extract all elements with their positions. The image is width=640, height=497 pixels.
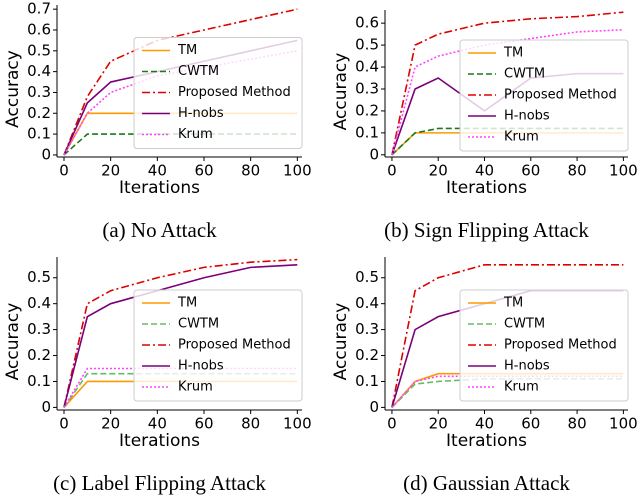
y-tick-label: 0.6 [27, 20, 51, 38]
legend-label: H-nobs [178, 359, 224, 374]
x-tick-label: 20 [101, 162, 120, 180]
legend-label: H-nobs [504, 359, 550, 374]
x-tick-label: 80 [241, 162, 260, 180]
x-tick-label: 100 [283, 415, 312, 433]
y-tick-label: 0.3 [355, 79, 379, 97]
y-tick-label: 0.2 [27, 104, 51, 122]
y-tick-label: 0.1 [355, 372, 379, 390]
y-tick-label: 0 [369, 398, 379, 416]
caption: (c) Label Flipping Attack [53, 471, 266, 495]
y-tick-label: 0.4 [27, 294, 51, 312]
y-tick-label: 0 [41, 398, 51, 416]
x-tick-label: 60 [521, 415, 540, 433]
x-tick-label: 0 [387, 415, 397, 433]
y-tick-label: 0.1 [355, 123, 379, 141]
x-tick-label: 40 [148, 415, 167, 433]
y-tick-label: 0.2 [27, 346, 51, 364]
x-tick-label: 40 [475, 415, 494, 433]
legend-box [459, 289, 629, 402]
y-tick-label: 0.3 [355, 320, 379, 338]
legend-label: H-nobs [178, 106, 224, 121]
y-tick-label: 0.5 [355, 36, 379, 54]
legend-box [133, 289, 303, 402]
y-tick-label: 0.3 [27, 83, 51, 101]
caption: (d) Gaussian Attack [403, 471, 570, 495]
legend-label: Krum [504, 380, 539, 395]
x-tick-label: 60 [194, 162, 213, 180]
legend-label: CWTM [504, 67, 545, 82]
y-tick-label: 0.2 [355, 346, 379, 364]
x-tick-label: 0 [59, 162, 69, 180]
y-axis-label: Accuracy [331, 53, 351, 131]
legend-label: Proposed Method [178, 85, 291, 100]
y-axis-label: Accuracy [3, 303, 23, 381]
legend-label: Krum [178, 380, 213, 395]
y-tick-label: 0.6 [355, 14, 379, 32]
x-tick-label: 40 [148, 162, 167, 180]
legend-label: Proposed Method [178, 338, 291, 353]
x-tick-label: 0 [59, 415, 69, 433]
y-tick-label: 0.4 [355, 294, 379, 312]
x-tick-label: 60 [194, 415, 213, 433]
y-axis-label: Accuracy [3, 50, 23, 128]
y-tick-label: 0 [369, 145, 379, 163]
x-axis-label: Iterations [446, 431, 527, 451]
x-tick-label: 80 [568, 162, 587, 180]
x-tick-label: 20 [101, 415, 120, 433]
series-line [391, 263, 624, 408]
legend-label: TM [503, 46, 523, 61]
series-line [391, 28, 624, 156]
y-tick-label: 0 [41, 145, 51, 163]
y-axis-label: Accuracy [331, 303, 351, 381]
legend-label: CWTM [178, 317, 219, 332]
y-tick-label: 0.4 [355, 58, 379, 76]
y-tick-label: 0.2 [355, 101, 379, 119]
legend-box [459, 39, 629, 152]
y-tick-label: 0.7 [27, 0, 51, 18]
y-tick-label: 0.3 [27, 320, 51, 338]
legend-box [133, 37, 303, 149]
x-axis-label: Iterations [119, 178, 200, 198]
legend-label: Krum [178, 127, 213, 142]
legend-label: H-nobs [504, 109, 550, 124]
x-tick-label: 100 [609, 415, 638, 433]
x-axis-label: Iterations [446, 178, 527, 198]
caption: (a) No Attack [102, 218, 217, 242]
x-tick-label: 80 [241, 415, 260, 433]
series-line [391, 11, 624, 155]
x-tick-label: 20 [429, 415, 448, 433]
y-tick-label: 0.1 [27, 372, 51, 390]
x-tick-label: 40 [475, 162, 494, 180]
y-tick-label: 0.5 [355, 268, 379, 286]
legend-label: TM [177, 296, 197, 311]
x-tick-label: 100 [609, 162, 638, 180]
legend-label: Krum [504, 130, 539, 145]
x-tick-label: 80 [568, 415, 587, 433]
legend-label: CWTM [504, 317, 545, 332]
legend-label: Proposed Method [504, 88, 617, 103]
y-tick-label: 0.5 [27, 41, 51, 59]
x-tick-label: 100 [283, 162, 312, 180]
legend-label: TM [177, 43, 197, 58]
x-tick-label: 20 [429, 162, 448, 180]
caption: (b) Sign Flipping Attack [384, 218, 589, 242]
series-line [63, 258, 298, 408]
y-tick-label: 0.5 [27, 268, 51, 286]
legend-label: TM [503, 296, 523, 311]
x-axis-label: Iterations [119, 431, 200, 451]
legend-label: Proposed Method [504, 338, 617, 353]
x-tick-label: 60 [521, 162, 540, 180]
legend-label: CWTM [178, 64, 219, 79]
y-tick-label: 0.4 [27, 62, 51, 80]
y-tick-label: 0.1 [27, 125, 51, 143]
x-tick-label: 0 [387, 162, 397, 180]
